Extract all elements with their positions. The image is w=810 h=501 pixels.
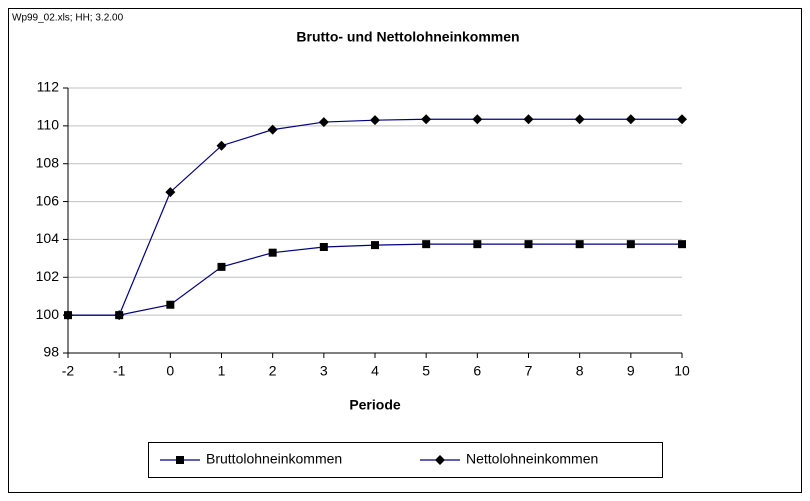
marker-diamond	[63, 310, 73, 321]
marker-square	[575, 240, 584, 249]
x-tick-label: 6	[473, 363, 481, 379]
legend-label: Nettolohneinkommen	[466, 451, 598, 467]
marker-diamond	[165, 187, 176, 198]
marker-square	[166, 300, 175, 309]
x-tick-label: 9	[627, 363, 635, 379]
legend-label: Bruttolohneinkommen	[206, 451, 342, 467]
marker-diamond	[472, 114, 483, 125]
marker-square	[217, 262, 226, 271]
marker-diamond	[267, 124, 278, 135]
file-note: Wp99_02.xls; HH; 3.2.00	[12, 13, 124, 24]
y-tick-label: 98	[43, 344, 59, 360]
x-tick-label: 3	[320, 363, 328, 379]
y-tick-label: 104	[36, 230, 60, 246]
y-tick-label: 108	[36, 154, 60, 170]
x-tick-label: 8	[576, 363, 584, 379]
x-tick-label: -1	[113, 363, 126, 379]
marker-diamond	[421, 114, 432, 125]
x-tick-label: 10	[674, 363, 690, 379]
marker-diamond	[574, 114, 585, 125]
marker-square	[422, 240, 431, 249]
marker-diamond	[114, 310, 125, 321]
x-tick-label: 4	[371, 363, 379, 379]
y-tick-label: 100	[36, 306, 60, 322]
y-tick-label: 102	[36, 268, 60, 284]
marker-diamond	[216, 140, 227, 151]
marker-diamond	[523, 114, 534, 125]
x-axis-label: Periode	[349, 397, 401, 413]
chart-title: Brutto- und Nettolohneinkommen	[296, 29, 519, 45]
chart-frame	[8, 8, 802, 493]
legend-box	[148, 442, 663, 478]
marker-square	[524, 240, 533, 249]
x-tick-label: 7	[525, 363, 533, 379]
x-tick-label: 5	[422, 363, 430, 379]
legend-marker	[176, 456, 184, 464]
x-tick-label: 2	[269, 363, 277, 379]
y-tick-label: 110	[37, 117, 60, 133]
marker-diamond	[370, 115, 380, 126]
marker-diamond	[677, 114, 687, 125]
y-tick-label: 112	[37, 79, 60, 95]
y-tick-label: 106	[36, 192, 60, 208]
marker-square	[678, 240, 686, 249]
marker-square	[626, 240, 635, 249]
x-tick-label: 0	[166, 363, 174, 379]
x-tick-label: -2	[62, 363, 75, 379]
legend-marker	[435, 455, 445, 465]
marker-square	[268, 248, 277, 257]
marker-diamond	[318, 117, 329, 128]
x-tick-label: 1	[218, 363, 226, 379]
marker-square	[319, 243, 328, 251]
marker-diamond	[625, 114, 636, 125]
marker-square	[473, 240, 482, 249]
marker-square	[371, 241, 379, 250]
